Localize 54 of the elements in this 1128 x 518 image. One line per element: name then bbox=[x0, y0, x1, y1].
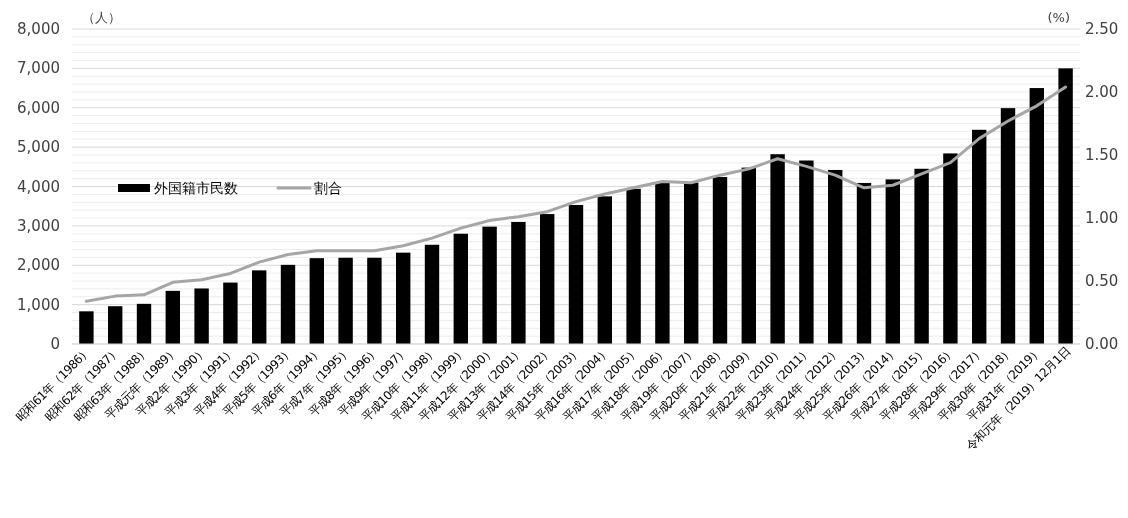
y2-tick-label: 0.00 bbox=[1085, 335, 1119, 353]
bar bbox=[252, 270, 267, 344]
bar bbox=[396, 252, 411, 344]
bar bbox=[136, 303, 152, 344]
bar bbox=[223, 282, 238, 344]
bar bbox=[165, 290, 180, 344]
bar bbox=[511, 221, 526, 344]
bar bbox=[367, 257, 382, 344]
bar bbox=[194, 288, 209, 344]
bar bbox=[712, 177, 728, 344]
bar bbox=[943, 153, 958, 344]
y2-tick-label: 2.50 bbox=[1085, 20, 1119, 38]
bar bbox=[770, 154, 785, 344]
bar bbox=[424, 244, 440, 344]
bar bbox=[1058, 68, 1073, 344]
legend-label: 割合 bbox=[314, 180, 342, 196]
bar bbox=[453, 233, 468, 344]
y-axis-title: （人） bbox=[82, 10, 121, 25]
legend-label: 外国籍市民数 bbox=[154, 180, 238, 196]
bar bbox=[741, 167, 756, 344]
bar bbox=[1029, 88, 1044, 344]
bar bbox=[914, 168, 929, 344]
bar bbox=[108, 306, 123, 344]
bar bbox=[280, 264, 296, 344]
y2-tick-label: 0.50 bbox=[1085, 272, 1119, 290]
bar bbox=[828, 169, 843, 344]
bar bbox=[655, 182, 670, 344]
y-tick-label: 6,000 bbox=[17, 98, 60, 117]
y-tick-label: 0 bbox=[50, 335, 60, 353]
bar bbox=[338, 257, 353, 344]
y-tick-label: 5,000 bbox=[17, 138, 60, 157]
y-tick-label: 7,000 bbox=[17, 59, 60, 78]
bar bbox=[597, 196, 612, 344]
bar bbox=[309, 258, 324, 344]
y-tick-label: 2,000 bbox=[17, 256, 60, 275]
bar bbox=[568, 205, 584, 344]
bar bbox=[885, 179, 900, 344]
y2-tick-label: 1.50 bbox=[1085, 146, 1119, 164]
y2-axis-title: (%) bbox=[1047, 10, 1070, 25]
y2-tick-label: 2.00 bbox=[1085, 83, 1119, 101]
y-tick-label: 3,000 bbox=[17, 216, 60, 235]
bar bbox=[482, 226, 497, 344]
y2-tick-label: 1.00 bbox=[1085, 209, 1119, 227]
bar bbox=[972, 129, 987, 344]
y-tick-label: 4,000 bbox=[17, 177, 60, 196]
y-tick-label: 1,000 bbox=[17, 295, 60, 314]
bar bbox=[79, 311, 94, 344]
bar bbox=[684, 182, 699, 344]
bar bbox=[540, 214, 555, 344]
bar bbox=[1000, 108, 1016, 344]
bar bbox=[626, 188, 641, 344]
bar bbox=[799, 160, 814, 344]
y-tick-label: 8,000 bbox=[17, 20, 60, 38]
bar bbox=[856, 182, 872, 344]
